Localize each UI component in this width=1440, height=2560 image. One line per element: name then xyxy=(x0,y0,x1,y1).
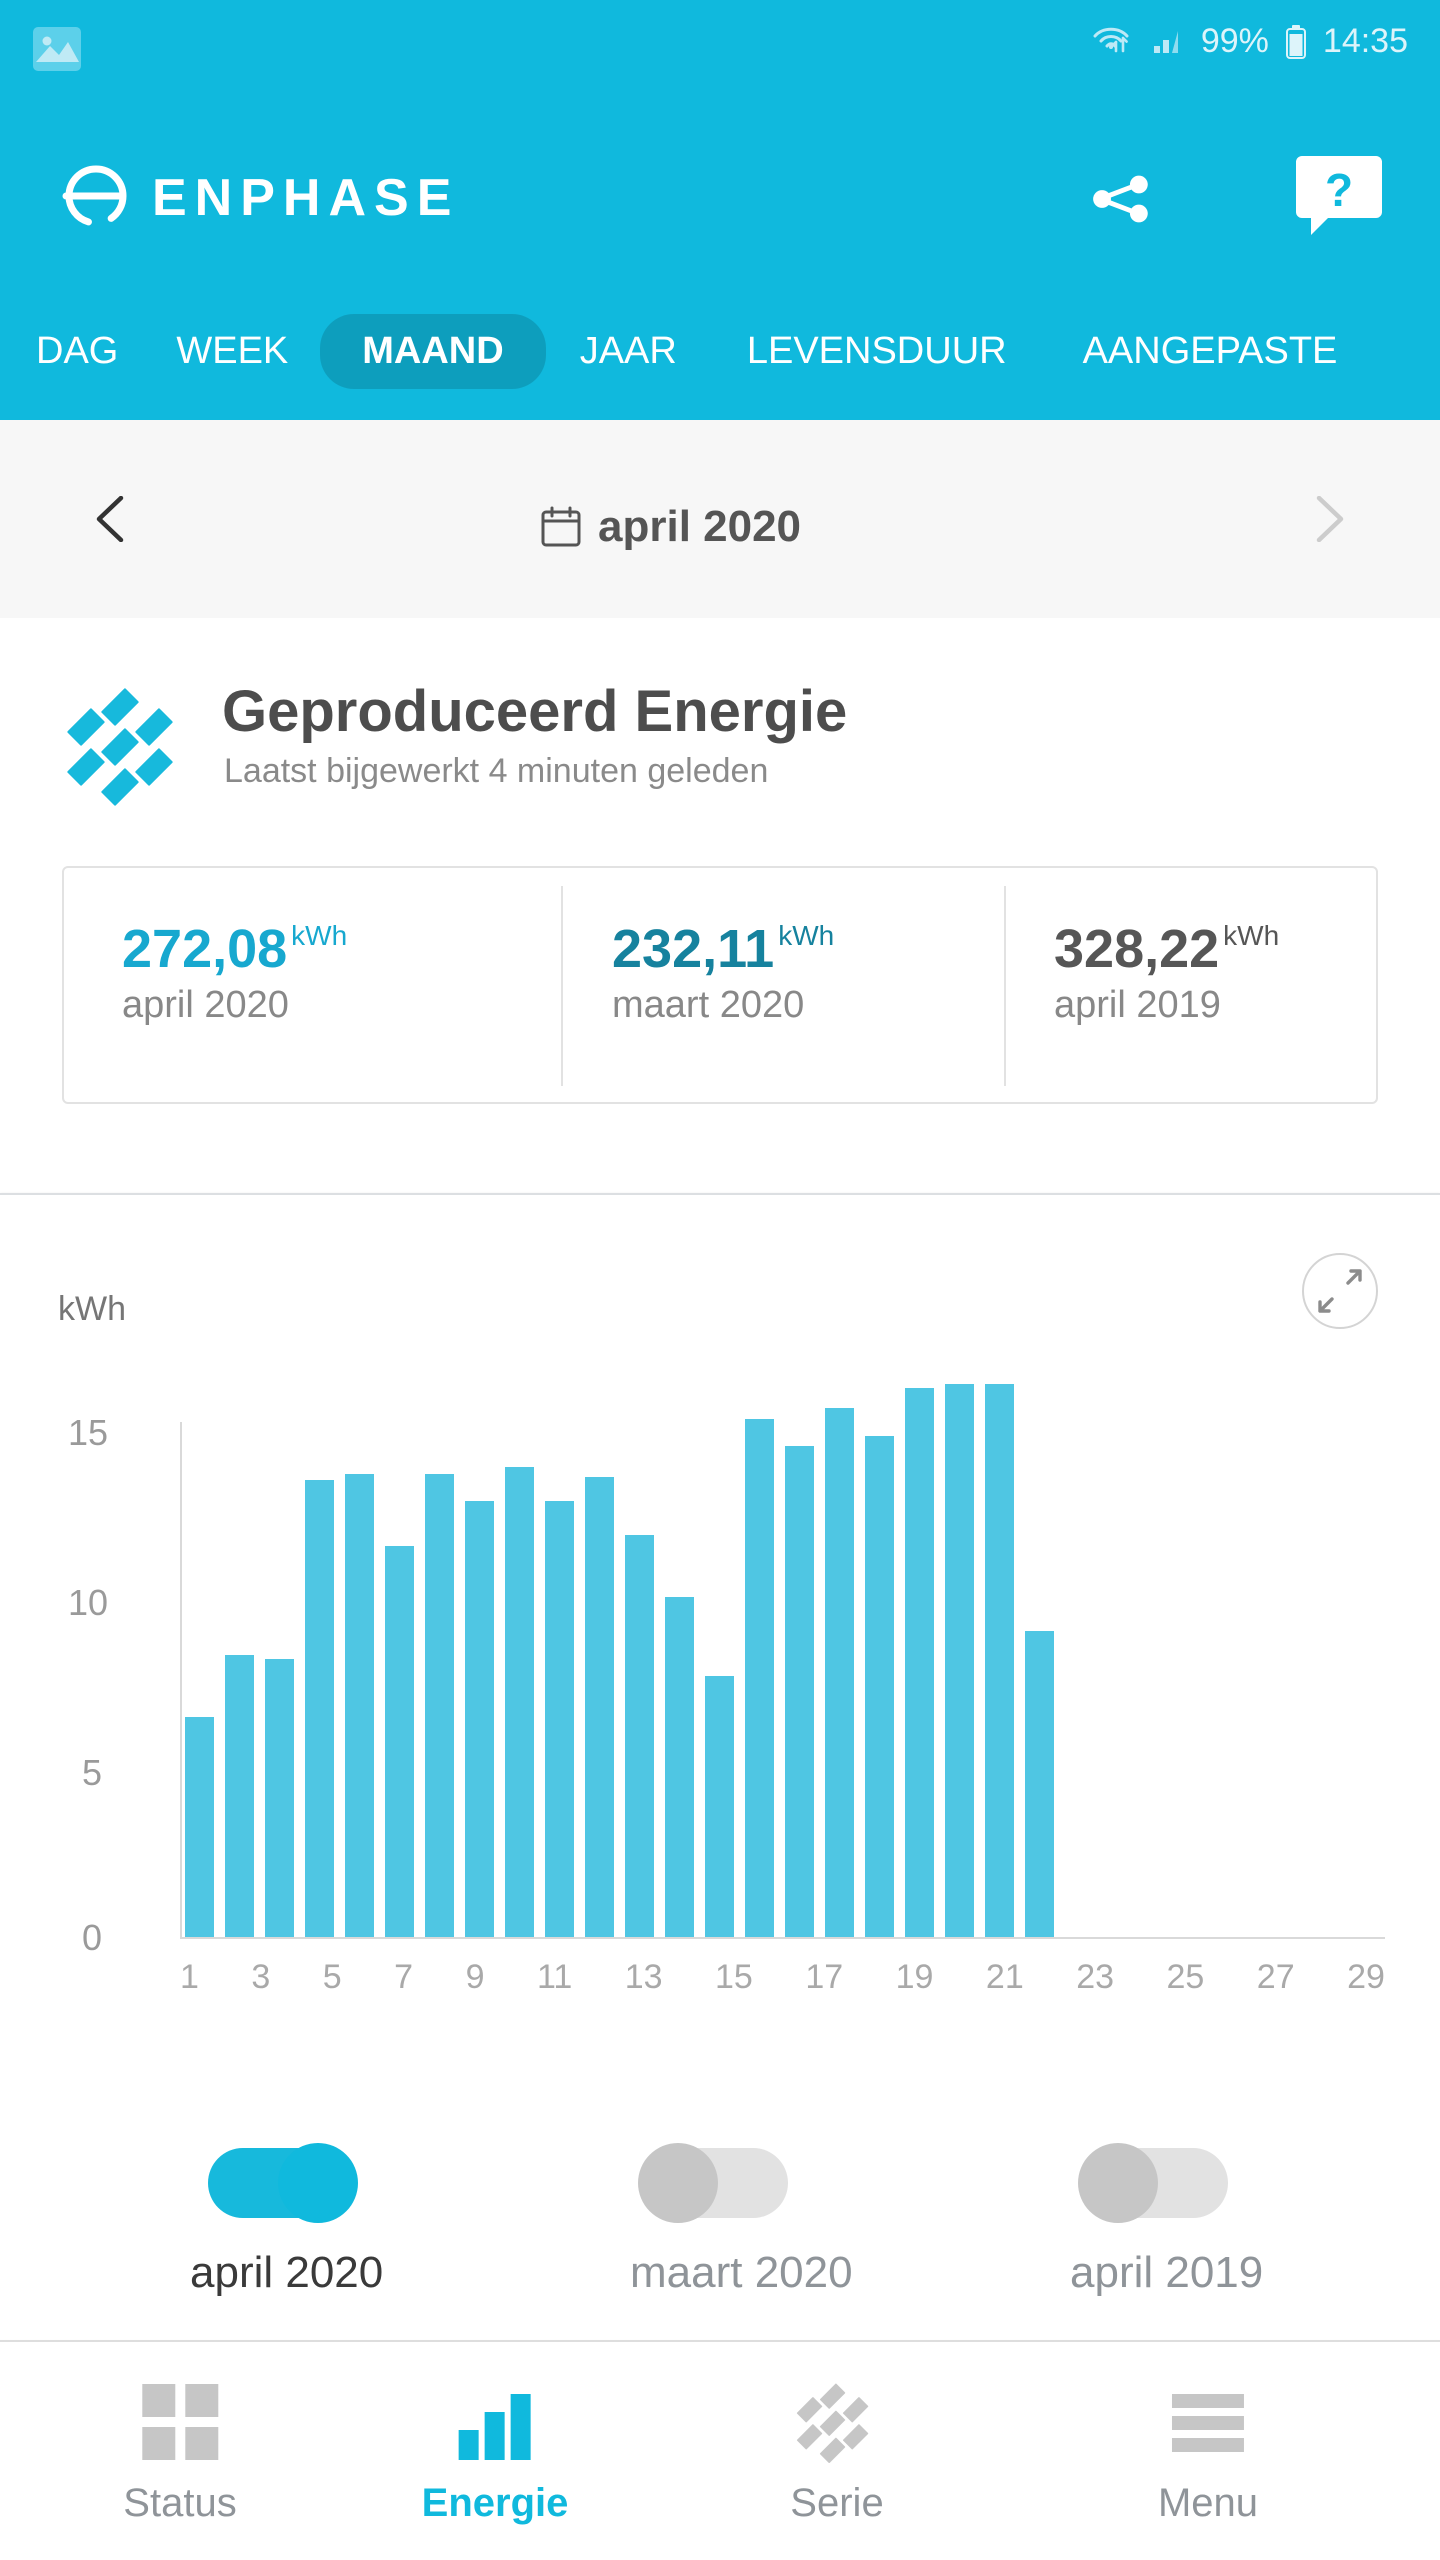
svg-text:?: ? xyxy=(1325,164,1353,216)
